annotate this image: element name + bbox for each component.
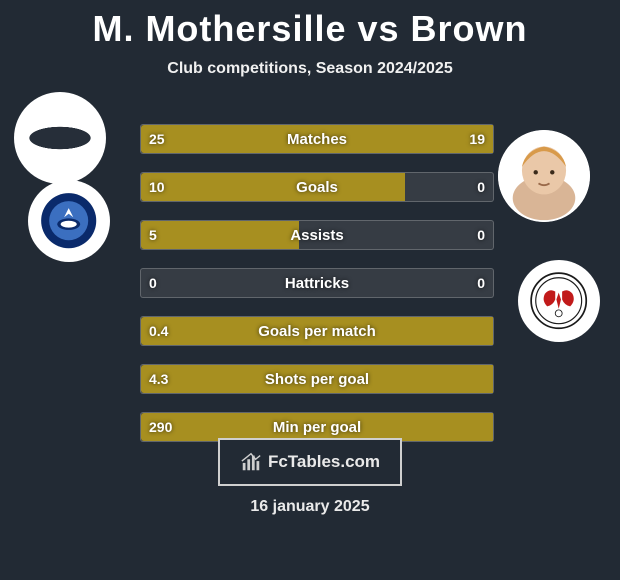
stat-row: 100Goals (140, 172, 494, 202)
stat-label: Hattricks (141, 269, 493, 297)
stat-fill-left (141, 173, 405, 201)
stat-value-right: 0 (469, 221, 493, 249)
stat-fill-left (141, 317, 493, 345)
stat-value-left: 5 (141, 221, 165, 249)
stat-value-left: 0.4 (141, 317, 176, 345)
stat-row: 2519Matches (140, 124, 494, 154)
stat-row: 0.4Goals per match (140, 316, 494, 346)
stat-row: 50Assists (140, 220, 494, 250)
stats-bars: 2519Matches100Goals50Assists00Hattricks0… (140, 124, 494, 460)
date-text: 16 january 2025 (0, 498, 620, 516)
branding-text: FcTables.com (268, 452, 380, 472)
page-subtitle: Club competitions, Season 2024/2025 (0, 60, 620, 78)
club-badge-left (28, 180, 110, 262)
stat-row: 4.3Shots per goal (140, 364, 494, 394)
stat-value-right: 0 (469, 173, 493, 201)
stat-fill-left (141, 365, 493, 393)
player-avatar-right (498, 130, 590, 222)
branding-box: FcTables.com (218, 438, 402, 486)
stat-fill-left (141, 413, 493, 441)
stat-value-left: 25 (141, 125, 173, 153)
stat-value-left: 10 (141, 173, 173, 201)
club-badge-right (518, 260, 600, 342)
stat-row: 0 0Hattricks (140, 268, 494, 298)
player-avatar-left (14, 92, 106, 184)
stat-value-left: 4.3 (141, 365, 176, 393)
stat-value-right: 19 (461, 125, 493, 153)
stat-value-left: 0 (141, 269, 165, 297)
stat-fill-left (141, 125, 493, 153)
stat-value-right: 0 (469, 269, 493, 297)
chart-icon (240, 451, 262, 473)
stat-value-left: 290 (141, 413, 180, 441)
page-title: M. Mothersille vs Brown (0, 0, 620, 50)
